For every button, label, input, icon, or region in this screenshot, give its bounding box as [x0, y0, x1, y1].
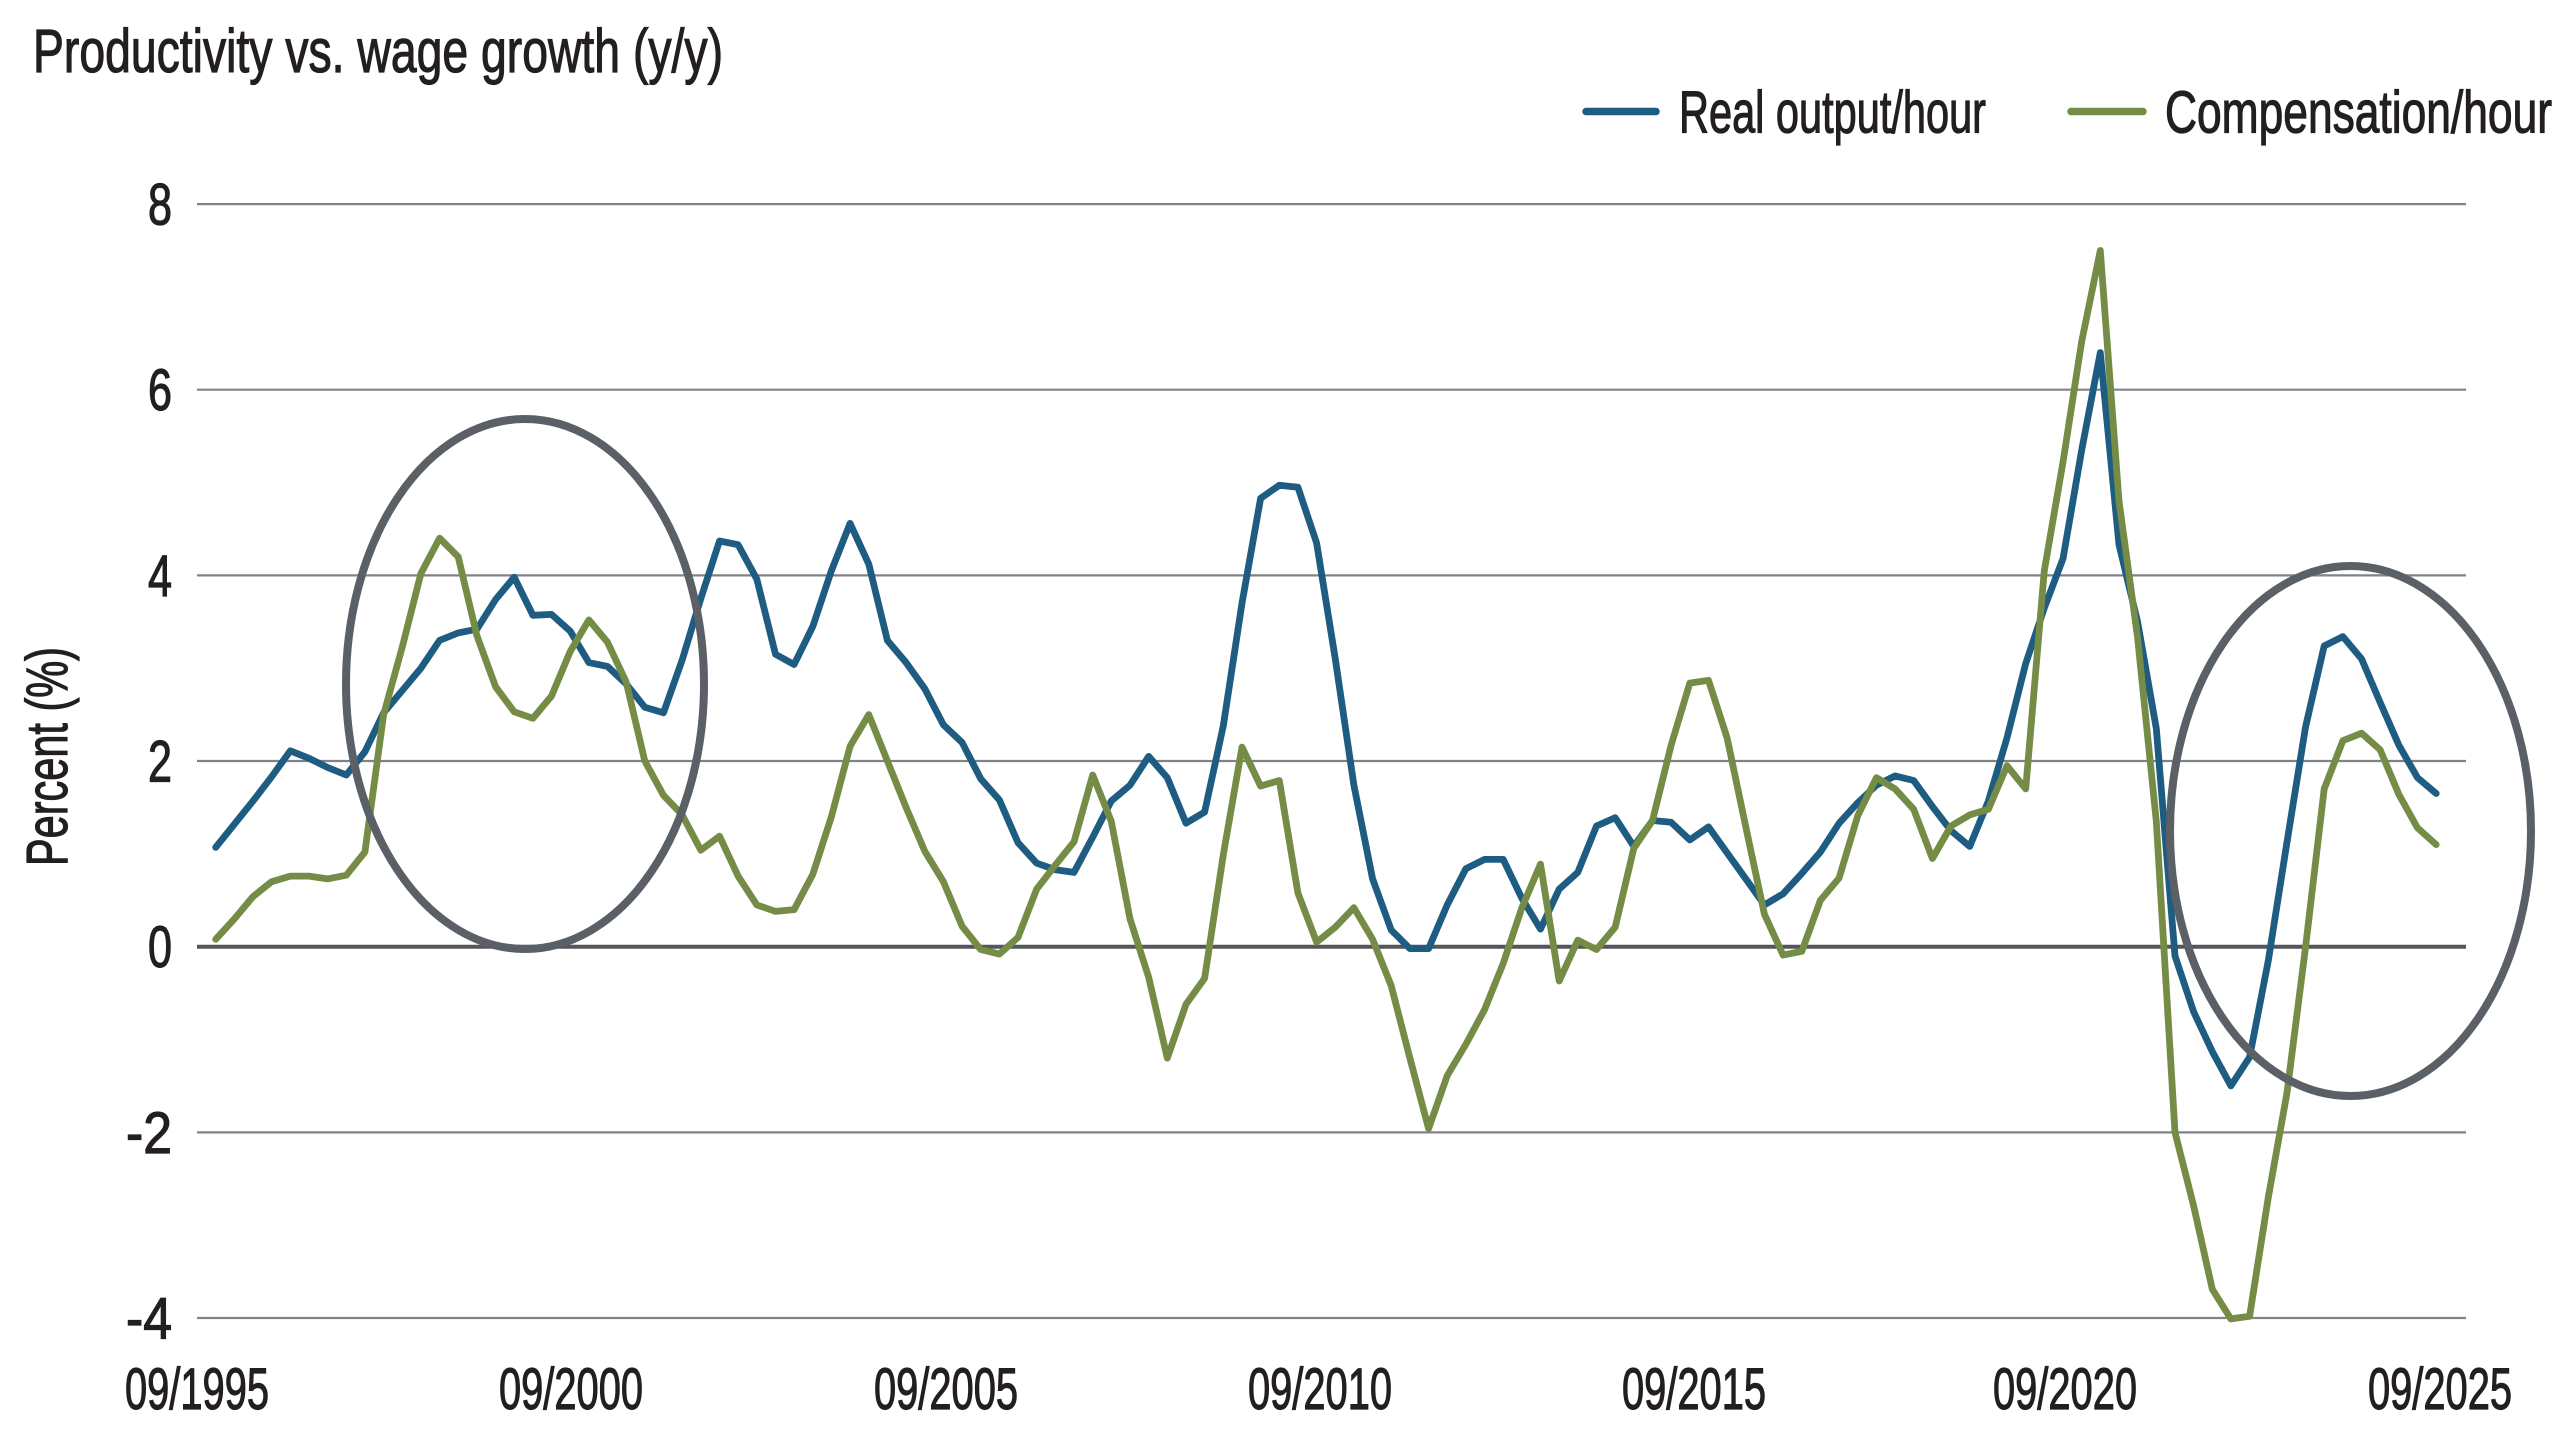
svg-text:Compensation/hour: Compensation/hour [2165, 79, 2552, 146]
svg-text:-2: -2 [126, 1101, 172, 1166]
svg-text:0: 0 [148, 915, 172, 980]
svg-text:4: 4 [148, 544, 172, 609]
svg-text:09/2000: 09/2000 [499, 1357, 643, 1422]
svg-text:09/1995: 09/1995 [125, 1357, 269, 1422]
svg-text:09/2020: 09/2020 [1993, 1357, 2137, 1422]
svg-text:2: 2 [148, 729, 172, 794]
svg-text:6: 6 [148, 358, 172, 423]
svg-text:-4: -4 [126, 1286, 172, 1351]
svg-text:Real output/hour: Real output/hour [1679, 79, 1986, 146]
svg-text:09/2025: 09/2025 [2368, 1357, 2512, 1422]
svg-text:Productivity vs. wage growth (: Productivity vs. wage growth (y/y) [33, 17, 723, 85]
svg-text:09/2010: 09/2010 [1248, 1357, 1392, 1422]
svg-text:8: 8 [148, 173, 172, 238]
svg-text:09/2005: 09/2005 [874, 1357, 1018, 1422]
svg-text:Percent (%): Percent (%) [15, 647, 80, 866]
svg-text:09/2015: 09/2015 [1622, 1357, 1766, 1422]
